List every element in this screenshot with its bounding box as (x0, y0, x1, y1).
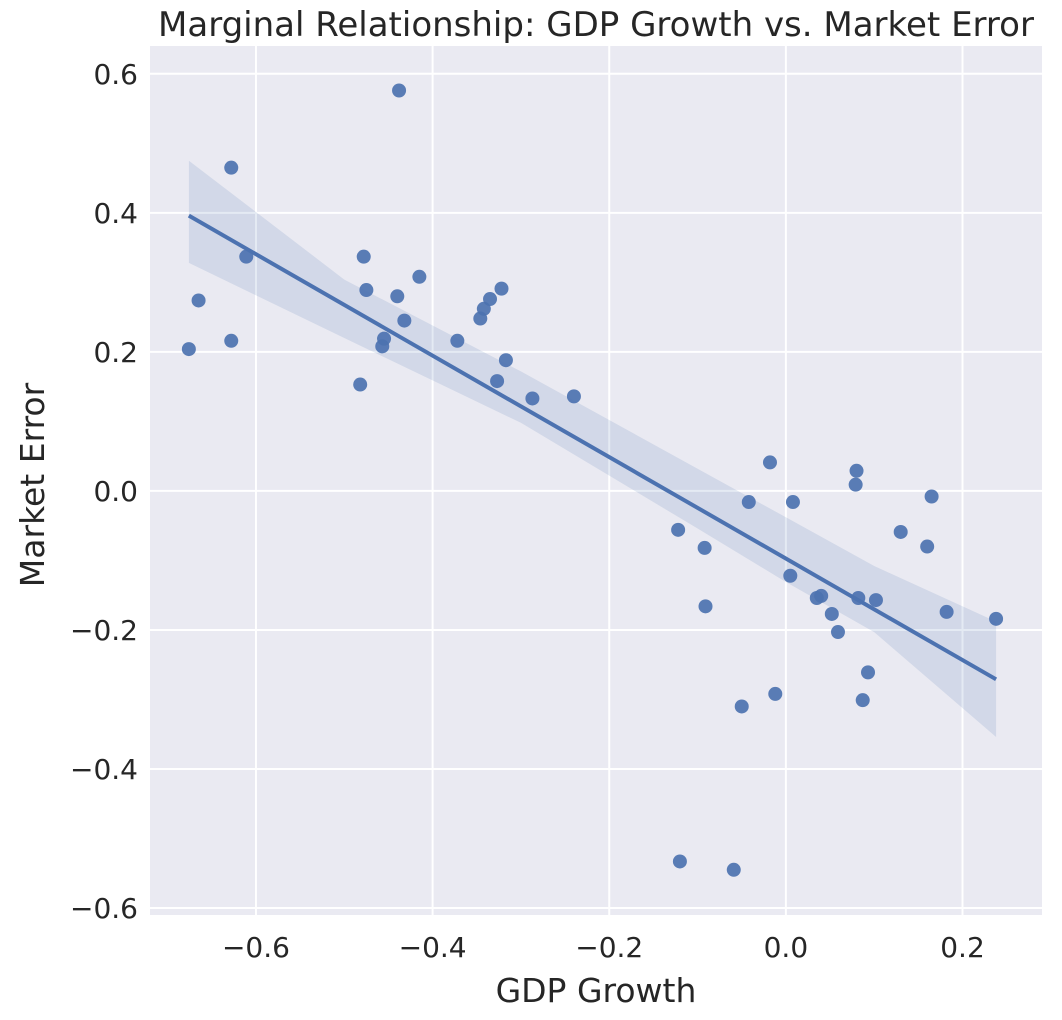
data-point (814, 588, 829, 603)
y-axis-label: Market Error (13, 382, 52, 587)
data-point (783, 568, 798, 583)
data-point (672, 854, 687, 869)
data-point (920, 539, 935, 554)
data-point (861, 665, 876, 680)
chart-title: Marginal Relationship: GDP Growth vs. Ma… (158, 5, 1034, 45)
y-tick-label: 0.6 (93, 58, 138, 91)
data-point (181, 342, 196, 357)
data-point (768, 686, 783, 701)
data-point (824, 606, 839, 621)
x-tick-labels: −0.6 −0.4 −0.2 0.0 0.2 (222, 931, 985, 964)
data-point (762, 455, 777, 470)
data-point (356, 249, 371, 264)
x-tick-label: −0.6 (222, 931, 290, 964)
data-point (224, 160, 239, 175)
data-point (498, 353, 513, 368)
data-point (848, 477, 863, 492)
data-point (397, 313, 412, 328)
x-tick-label: −0.2 (575, 931, 643, 964)
data-point (239, 249, 254, 264)
y-tick-labels: −0.6 −0.4 −0.2 0.0 0.2 0.4 0.6 (70, 58, 138, 925)
y-tick-label: 0.2 (93, 336, 138, 369)
data-point (490, 374, 505, 389)
data-point (698, 599, 713, 614)
data-points (181, 83, 1004, 877)
data-point (566, 389, 581, 404)
y-tick-label: −0.6 (70, 892, 138, 925)
data-point (483, 292, 498, 307)
data-point (849, 463, 864, 478)
data-point (868, 593, 883, 608)
x-tick-label: −0.4 (399, 931, 467, 964)
grid-lines (150, 46, 1042, 915)
y-tick-label: −0.4 (70, 753, 138, 786)
plot-background (150, 46, 1042, 915)
y-tick-label: 0.4 (93, 197, 138, 230)
data-point (412, 269, 427, 284)
data-point (494, 281, 509, 296)
data-point (191, 293, 206, 308)
data-point (989, 611, 1004, 626)
y-tick-label: 0.0 (93, 475, 138, 508)
data-point (392, 83, 407, 98)
data-point (830, 625, 845, 640)
data-point (726, 862, 741, 877)
data-point (785, 495, 800, 510)
data-point (851, 590, 866, 605)
data-point (390, 289, 405, 304)
x-axis-label: GDP Growth (496, 971, 697, 1010)
y-tick-label: −0.2 (70, 614, 138, 647)
data-point (939, 604, 954, 619)
x-tick-label: 0.0 (764, 931, 809, 964)
data-point (924, 489, 939, 504)
data-point (450, 333, 465, 348)
data-point (734, 699, 749, 714)
data-point (855, 693, 870, 708)
data-point (359, 283, 374, 298)
data-point (377, 331, 392, 346)
data-point (525, 391, 540, 406)
data-point (893, 524, 908, 539)
data-point (671, 522, 686, 537)
x-tick-label: 0.2 (940, 931, 985, 964)
data-point (741, 495, 756, 510)
data-point (224, 333, 239, 348)
data-point (697, 540, 712, 555)
data-point (353, 377, 368, 392)
